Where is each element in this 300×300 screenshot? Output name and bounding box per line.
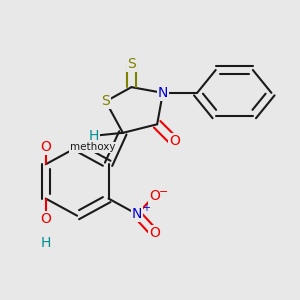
Text: methoxy: methoxy <box>70 142 116 152</box>
Text: N: N <box>158 86 168 100</box>
Text: O: O <box>40 212 51 226</box>
Text: −: − <box>159 187 168 197</box>
Text: O: O <box>149 226 160 240</box>
Text: H: H <box>40 236 51 250</box>
Text: O: O <box>40 140 51 154</box>
Text: H: H <box>89 129 100 143</box>
Text: N: N <box>132 207 142 221</box>
Text: O: O <box>149 189 160 203</box>
Text: S: S <box>101 94 110 108</box>
Text: S: S <box>127 57 136 71</box>
Text: +: + <box>142 203 150 213</box>
Text: O: O <box>169 134 180 148</box>
